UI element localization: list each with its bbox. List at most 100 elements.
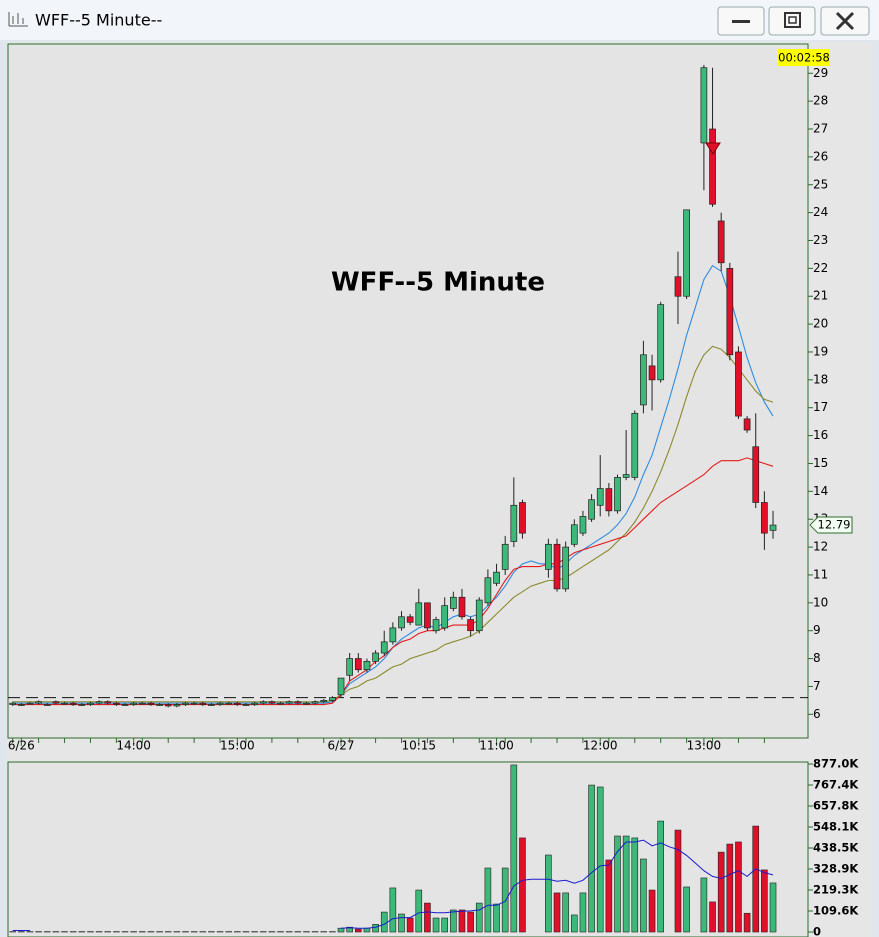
volume-bar xyxy=(605,859,613,933)
candle-body xyxy=(389,627,397,643)
y-tick-label: 12 xyxy=(813,540,828,554)
y-tick-label: 548.1K xyxy=(813,820,859,834)
volume-bar xyxy=(406,917,414,933)
volume-bar xyxy=(769,882,777,933)
candle-body xyxy=(320,700,328,703)
timer: 00:02:58 xyxy=(778,51,830,65)
candle-body xyxy=(164,704,172,707)
volume-bar xyxy=(717,851,725,933)
candle-body xyxy=(147,702,155,705)
volume-bar xyxy=(640,858,647,933)
y-tick-label: 16 xyxy=(813,428,828,442)
volume-bar xyxy=(657,820,665,933)
candle-body xyxy=(614,477,621,512)
candle-body xyxy=(735,351,742,417)
volume-bar xyxy=(467,911,474,933)
volume-bar xyxy=(545,854,552,933)
candle-body xyxy=(311,701,319,704)
candle-body xyxy=(553,543,561,590)
volume-bar xyxy=(415,889,423,933)
volume-bar xyxy=(674,829,682,933)
candle-body xyxy=(372,652,379,662)
y-tick-label: 219.3K xyxy=(813,882,859,896)
candle-body xyxy=(87,702,94,705)
candle-body xyxy=(467,619,474,632)
volume-bar xyxy=(614,835,621,933)
close-button[interactable] xyxy=(820,6,870,36)
candle-body xyxy=(501,543,509,570)
candle-body xyxy=(700,67,708,144)
candle-body xyxy=(95,701,103,704)
candle-body xyxy=(35,701,42,704)
candle-body xyxy=(277,702,284,705)
candle-body xyxy=(52,701,60,704)
volume-bar xyxy=(372,924,379,933)
maximize-button[interactable] xyxy=(768,6,816,36)
candle-body xyxy=(570,524,578,545)
y-tick-label: 9 xyxy=(813,623,821,637)
candle-body xyxy=(225,702,233,705)
volume-bar xyxy=(683,886,690,933)
candle-body xyxy=(545,543,552,570)
candle-body xyxy=(268,701,276,704)
candle-body xyxy=(69,702,77,705)
candle-body xyxy=(398,616,405,629)
candle-body xyxy=(519,502,526,534)
candle-body xyxy=(493,571,500,584)
y-tick-label: 11 xyxy=(813,567,828,581)
volume-bar xyxy=(458,909,466,933)
candle-body xyxy=(26,702,34,705)
y-tick-label: 877.0K xyxy=(813,757,859,771)
volume-bar xyxy=(510,764,518,933)
y-tick-label: 10 xyxy=(813,595,828,609)
volume-bar xyxy=(579,892,587,933)
y-tick-label: 15 xyxy=(813,456,828,470)
candle-body xyxy=(683,209,690,297)
candle-body xyxy=(726,268,734,356)
volume-bar xyxy=(398,913,405,933)
candle-body xyxy=(354,658,362,671)
candle-body xyxy=(510,504,518,542)
candle-body xyxy=(631,412,639,478)
candle-body xyxy=(346,658,354,676)
minimize-button[interactable] xyxy=(717,6,765,36)
volume-bar xyxy=(432,917,440,933)
candle-body xyxy=(138,702,146,705)
candle-body xyxy=(406,616,414,623)
volume-bar xyxy=(752,825,760,933)
x-tick-label: 6/26 xyxy=(8,739,35,753)
candle-body xyxy=(674,276,682,297)
candle-body xyxy=(190,702,198,705)
volume-bar xyxy=(743,912,751,933)
y-tick-label: 7 xyxy=(813,679,821,693)
candle-body xyxy=(259,701,267,704)
volume-bar xyxy=(389,887,397,933)
volume-bar xyxy=(761,869,768,933)
y-tick-label: 25 xyxy=(813,177,828,191)
x-tick-label: 10:15 xyxy=(401,739,436,753)
volume-bar xyxy=(475,902,483,933)
candle-body xyxy=(242,704,250,706)
volume-bar xyxy=(441,917,449,933)
candle-body xyxy=(717,220,725,264)
y-tick-label: 23 xyxy=(813,233,828,247)
candle-body xyxy=(769,524,777,531)
volume-bar xyxy=(346,926,353,933)
candle-body xyxy=(329,697,336,701)
candle-body xyxy=(363,661,371,671)
x-tick-label: 13:00 xyxy=(687,739,722,753)
candle-body xyxy=(752,446,760,503)
candle-body xyxy=(104,701,112,704)
candle-body xyxy=(761,502,768,534)
candle-body xyxy=(337,677,345,696)
y-tick-label: 8 xyxy=(813,651,821,665)
candle-body xyxy=(9,702,17,705)
volume-panel xyxy=(7,761,809,937)
y-tick-label: 438.5K xyxy=(813,841,859,855)
candle-body xyxy=(475,599,483,632)
candle-body xyxy=(605,488,613,512)
moving-average xyxy=(12,457,774,706)
volume-bar xyxy=(562,892,569,933)
